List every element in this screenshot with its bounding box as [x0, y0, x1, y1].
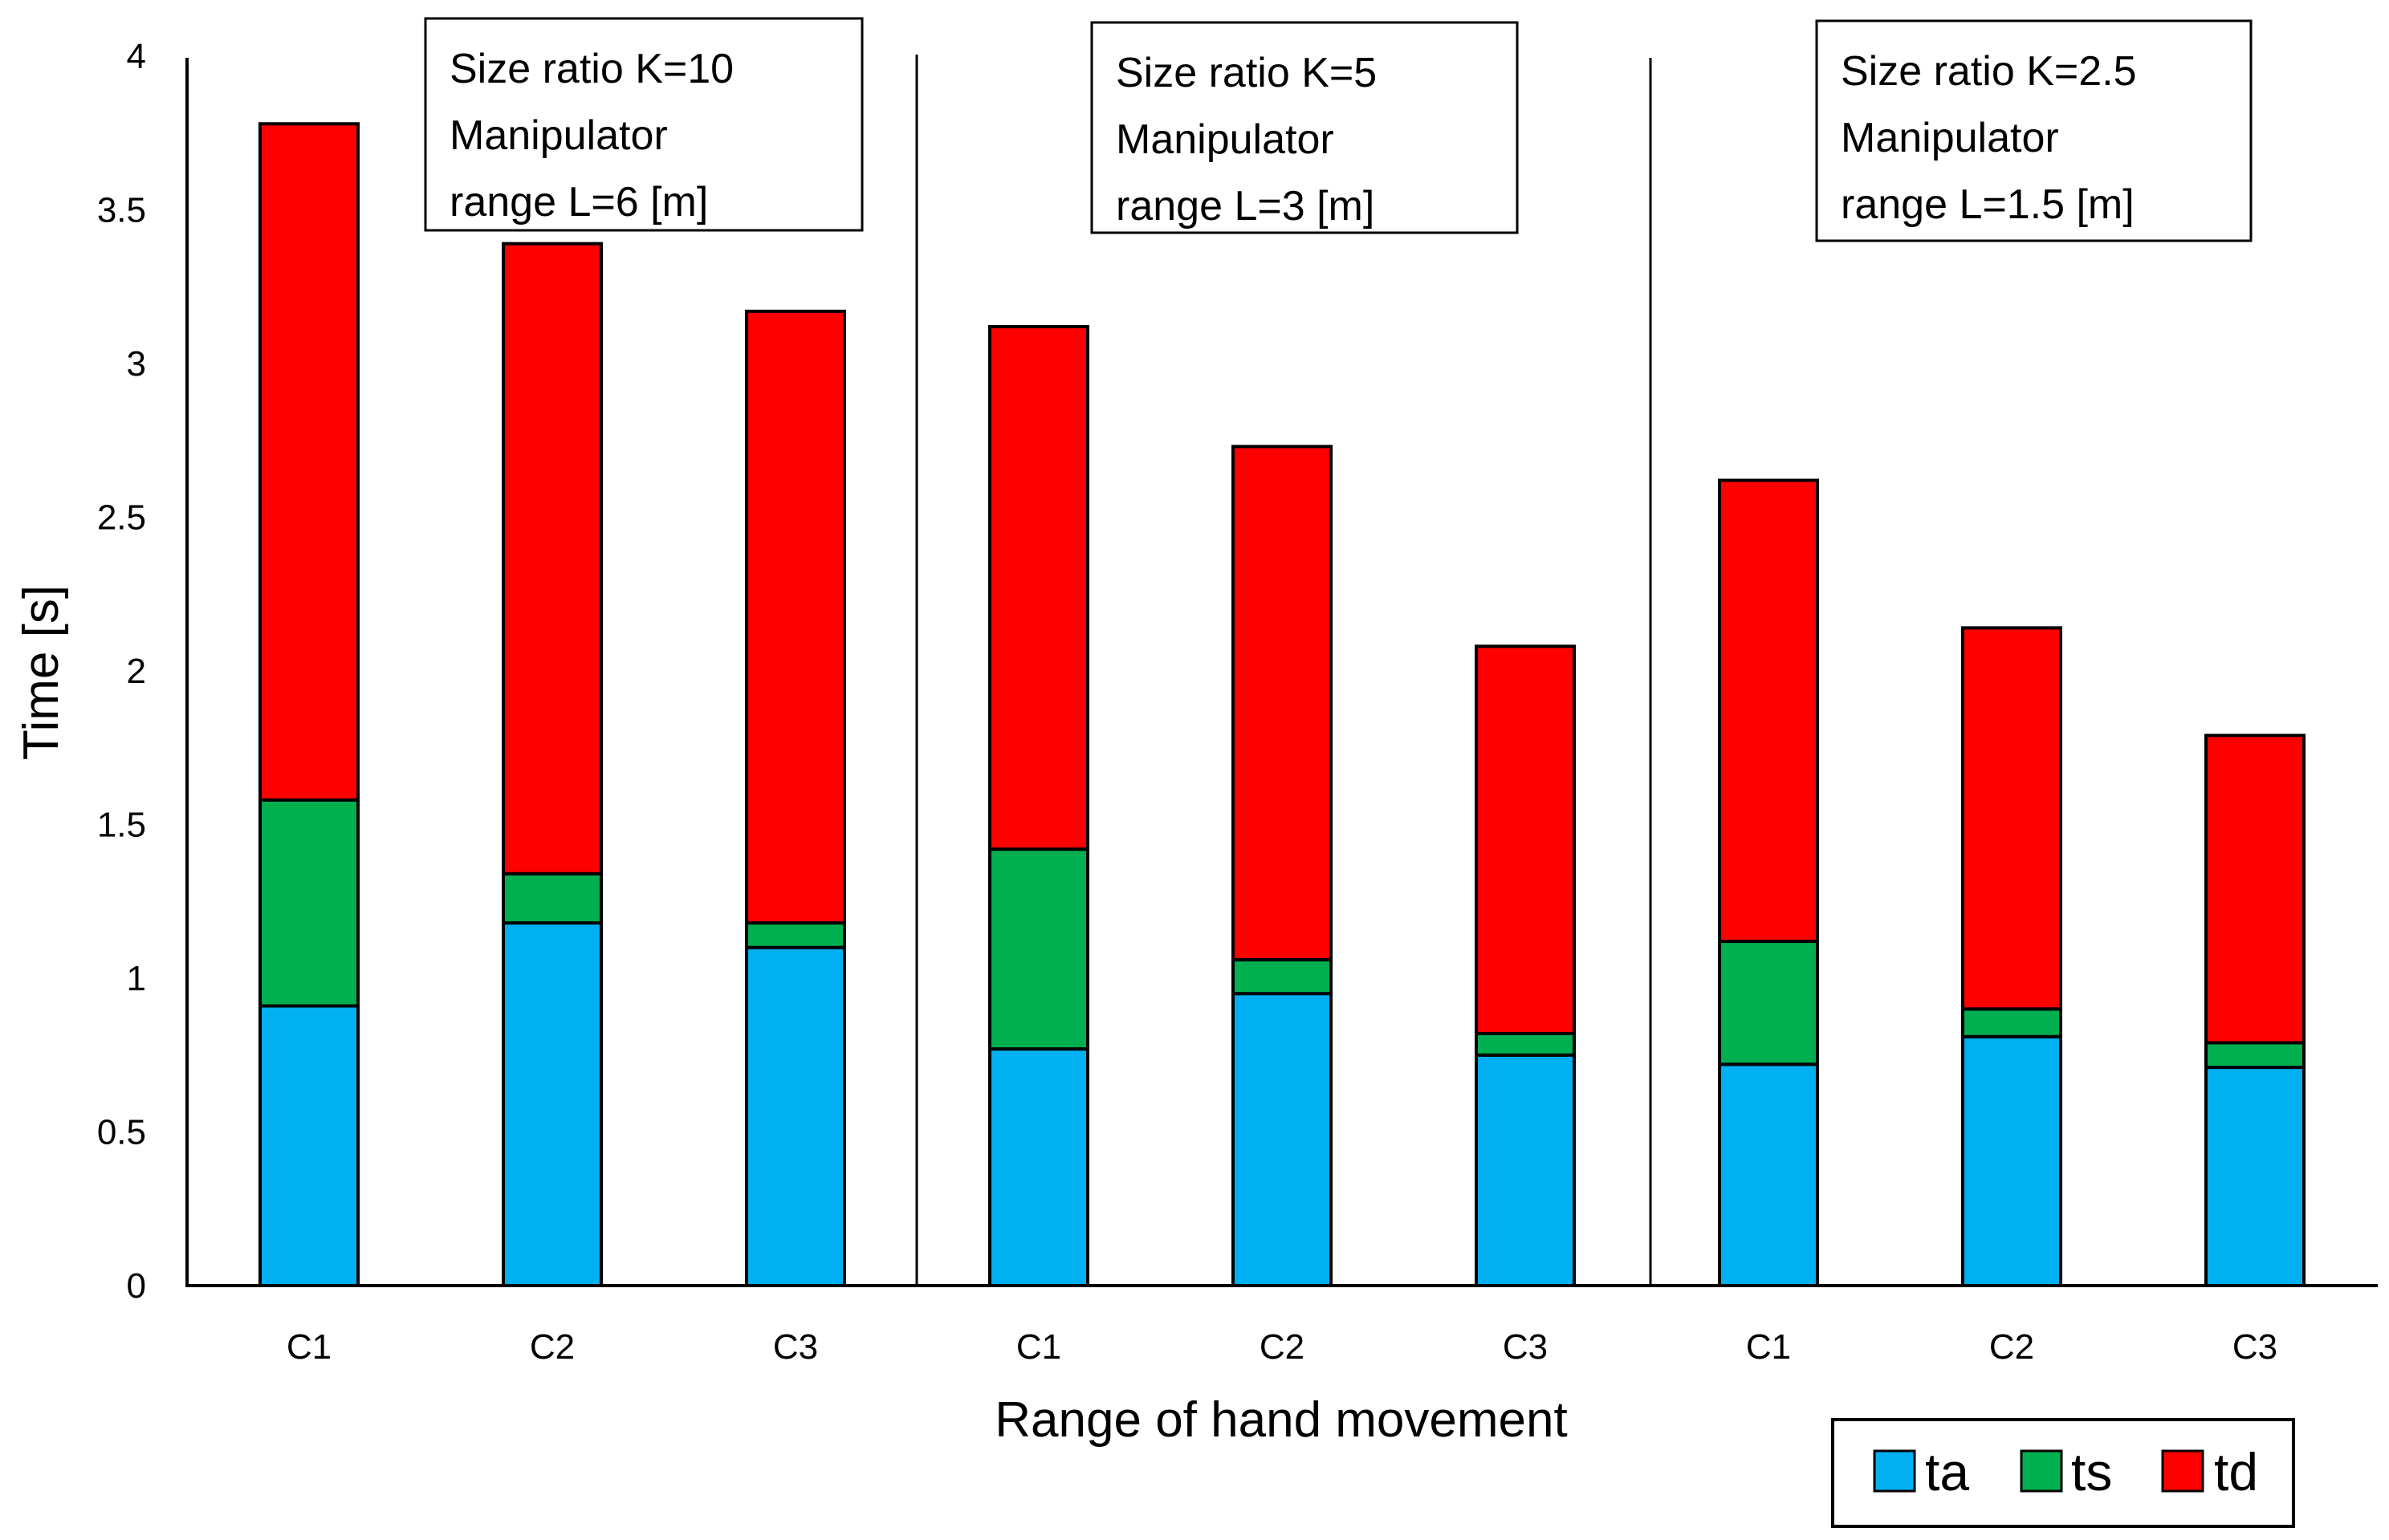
x-category-label: C3: [773, 1327, 818, 1367]
group-annotation-line: Size ratio K=2.5: [1841, 48, 2137, 95]
y-tick-label: 1: [127, 959, 146, 998]
bar-segment-ta: [1231, 992, 1333, 1288]
bar-segment-ta: [745, 945, 846, 1287]
bar-segment-ts: [1961, 1007, 2062, 1038]
legend-label-td: td: [2214, 1442, 2258, 1501]
y-tick-label: 1.5: [97, 806, 146, 845]
group-annotation-line: Manipulator: [1116, 116, 1334, 163]
bar-segment-td: [1231, 445, 1333, 962]
group-annotation-box: [424, 17, 864, 232]
legend: ta ts td: [1831, 1418, 2295, 1528]
bar-segment-td: [988, 325, 1089, 851]
x-category-labels: C1 C2 C3 C1 C2 C3 C1 C2 C3: [287, 1327, 2277, 1367]
group-annotation-boxes: Size ratio K=10 Manipulator range L=6 [m] S…: [424, 17, 2253, 242]
bar-segment-ta: [258, 1004, 360, 1287]
bar-segment-ts: [1231, 958, 1333, 996]
legend-swatch-ta: [1873, 1449, 1916, 1493]
group-annotation-line: range L=1.5 [m]: [1841, 181, 2135, 228]
group-annotation-line: range L=6 [m]: [450, 179, 708, 226]
bar-segment-ts: [1718, 940, 1819, 1067]
bar-segment-td: [745, 309, 846, 925]
bar-segment-ts: [2204, 1041, 2306, 1070]
group-annotation-line: Size ratio K=10: [450, 46, 734, 92]
x-category-label: C1: [1016, 1327, 1061, 1367]
bar-segment-td: [1475, 644, 1576, 1035]
bar-segment-ts: [988, 847, 1089, 1051]
bar-segment-ts: [1475, 1031, 1576, 1057]
bars-layer: [258, 122, 2306, 1288]
bar-segment-td: [1961, 626, 2062, 1011]
legend-label-ta: ta: [1925, 1442, 1969, 1501]
bar-segment-ta: [1961, 1034, 2062, 1288]
x-axis-title: Range of hand movement: [995, 1392, 1567, 1448]
y-tick-label: 0: [127, 1266, 146, 1306]
bar-segment-ts: [502, 872, 603, 925]
group-annotation-line: Manipulator: [450, 112, 668, 159]
y-tick-label: 3: [127, 344, 146, 384]
y-tick-label: 2: [127, 652, 146, 691]
y-tick-label: 4: [127, 37, 146, 76]
bar-segment-td: [502, 242, 603, 876]
bar-segment-ta: [988, 1047, 1089, 1287]
y-tick-label: 3.5: [97, 191, 146, 230]
y-tick-label: 2.5: [97, 498, 146, 538]
bar-segment-ts: [745, 921, 846, 949]
x-category-label: C1: [287, 1327, 332, 1367]
group-separators: [915, 55, 1652, 1286]
bar-segment-ta: [502, 921, 603, 1288]
x-category-label: C3: [2232, 1327, 2277, 1367]
y-tick-labels: 0 0.5 1 1.5 2 2.5 3 3.5 4: [97, 37, 146, 1306]
x-category-label: C2: [530, 1327, 575, 1367]
bar-segment-ta: [1718, 1063, 1819, 1287]
bar-segment-td: [2204, 733, 2306, 1045]
group-annotation-box: [1815, 19, 2253, 242]
legend-swatch-ts: [2020, 1449, 2063, 1493]
x-category-label: C2: [1989, 1327, 2034, 1367]
legend-label-ts: ts: [2071, 1442, 2112, 1501]
group-annotation-line: range L=3 [m]: [1116, 183, 1374, 230]
bar-segment-ts: [258, 798, 360, 1008]
y-tick-label: 0.5: [97, 1113, 146, 1152]
bar-segment-td: [258, 122, 360, 802]
axes: [185, 58, 2378, 1287]
bar-segment-ta: [1475, 1053, 1576, 1287]
bar-segment-td: [1718, 478, 1819, 944]
x-category-label: C3: [1503, 1327, 1548, 1367]
y-axis-title: Time [s]: [14, 585, 69, 760]
group-annotation-line: Size ratio K=5: [1116, 50, 1377, 96]
legend-swatch-td: [2161, 1449, 2204, 1493]
group-annotation-line: Manipulator: [1841, 115, 2059, 161]
x-category-label: C2: [1260, 1327, 1304, 1367]
group-annotation-box: [1090, 21, 1519, 234]
bar-segment-ta: [2204, 1066, 2306, 1287]
x-category-label: C1: [1746, 1327, 1791, 1367]
